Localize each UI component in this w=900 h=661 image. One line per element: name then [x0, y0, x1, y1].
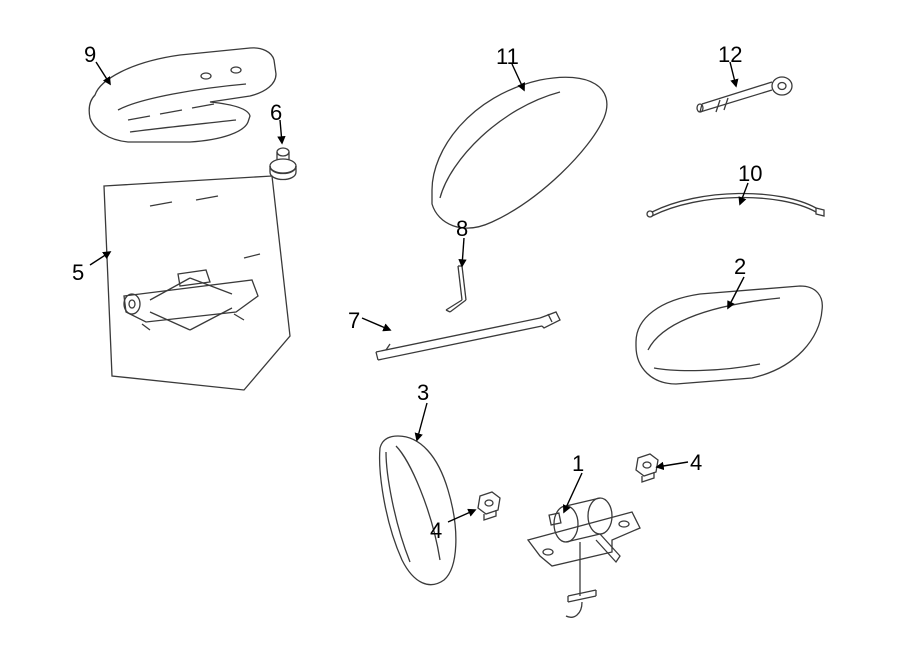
callout-7: 7 — [348, 310, 360, 332]
part-tow-eye — [697, 77, 792, 112]
leaders — [90, 62, 748, 522]
part-retainer-left — [478, 492, 500, 520]
callout-4b: 4 — [690, 452, 702, 474]
callout-11: 11 — [496, 46, 519, 68]
part-wrench — [446, 266, 466, 312]
part-retainer-right — [636, 454, 658, 482]
callout-9: 9 — [84, 44, 96, 66]
diagram-stage: 1 2 3 4 4 5 6 7 8 9 10 11 12 — [0, 0, 900, 661]
callout-2: 2 — [734, 256, 746, 278]
callout-4a: 4 — [430, 520, 442, 542]
callout-3: 3 — [417, 382, 429, 404]
parts-drawing — [0, 0, 900, 661]
part-cover-large — [432, 77, 607, 228]
part-jack-panel — [104, 176, 290, 390]
callout-1: 1 — [572, 453, 584, 475]
part-cover-small — [380, 436, 456, 585]
callout-8: 8 — [456, 218, 468, 240]
part-handle-ext — [376, 312, 560, 360]
part-tool-bag — [636, 286, 822, 384]
callout-6: 6 — [270, 102, 282, 124]
part-storage-tray — [89, 48, 276, 142]
callout-12: 12 — [718, 44, 742, 66]
callout-5: 5 — [72, 262, 84, 284]
part-hold-down-bolt — [270, 148, 296, 180]
part-hoist — [528, 498, 640, 617]
part-strap — [647, 193, 824, 217]
callout-10: 10 — [738, 163, 762, 185]
